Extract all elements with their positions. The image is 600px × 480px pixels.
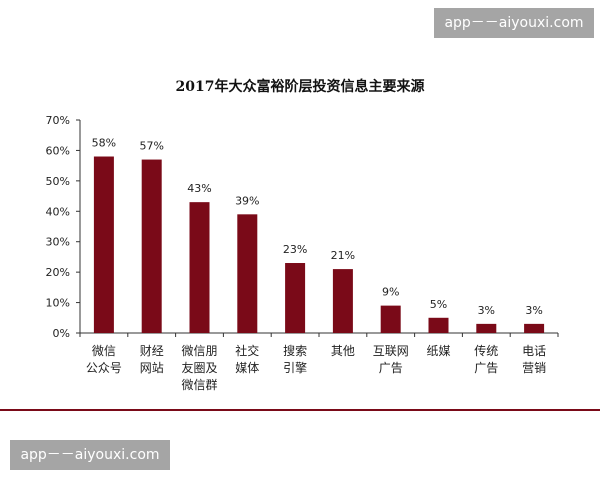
category-label: 互联网 [373, 344, 409, 358]
data-label: 3% [525, 304, 542, 317]
bar [380, 305, 401, 333]
category-label: 微信 [92, 344, 116, 358]
data-label: 9% [382, 286, 399, 299]
category-label: 微信朋 [181, 344, 217, 358]
y-tick-label: 50% [46, 175, 70, 188]
bar [285, 263, 306, 333]
data-label: 5% [430, 298, 447, 311]
data-label: 3% [478, 304, 495, 317]
category-label: 广告 [379, 361, 403, 375]
y-tick-label: 60% [46, 144, 70, 157]
watermark-top: app－－aiyouxi.com [434, 8, 594, 38]
y-tick-label: 0% [53, 327, 70, 340]
category-label: 引擎 [283, 360, 307, 375]
bar [189, 202, 210, 333]
bar [93, 156, 114, 333]
watermark-bottom: app－－aiyouxi.com [10, 440, 170, 470]
bar [237, 214, 258, 333]
bar [141, 159, 162, 333]
data-label: 58% [92, 137, 116, 150]
y-tick-label: 10% [46, 297, 70, 310]
category-label: 纸媒 [426, 344, 450, 358]
bar [428, 317, 449, 333]
category-label: 社交 [235, 343, 259, 358]
category-label: 营销 [522, 361, 546, 375]
chart-title: 2017年大众富裕阶层投资信息主要来源 [175, 79, 425, 95]
data-label: 21% [331, 249, 355, 262]
data-label: 57% [139, 140, 163, 153]
y-tick-label: 30% [46, 236, 70, 249]
y-tick-label: 70% [46, 114, 70, 127]
category-label: 电话 [522, 344, 546, 358]
category-label: 传统 [474, 343, 498, 358]
category-label: 搜索 [283, 343, 307, 358]
category-label: 财经 [140, 344, 164, 358]
category-label: 媒体 [235, 361, 259, 375]
bar [476, 323, 497, 333]
category-label: 友圈及 [181, 361, 217, 375]
category-label: 公众号 [86, 361, 122, 375]
data-label: 43% [187, 182, 211, 195]
data-label: 23% [283, 243, 307, 256]
bar [332, 269, 353, 333]
data-label: 39% [235, 194, 259, 207]
category-label: 广告 [474, 361, 498, 375]
y-tick-label: 40% [46, 205, 70, 218]
category-label: 其他 [331, 344, 355, 358]
bar [524, 323, 545, 333]
category-label: 微信群 [181, 378, 217, 392]
y-tick-label: 20% [46, 266, 70, 279]
footer-divider [0, 409, 600, 411]
category-label: 网站 [140, 361, 164, 375]
